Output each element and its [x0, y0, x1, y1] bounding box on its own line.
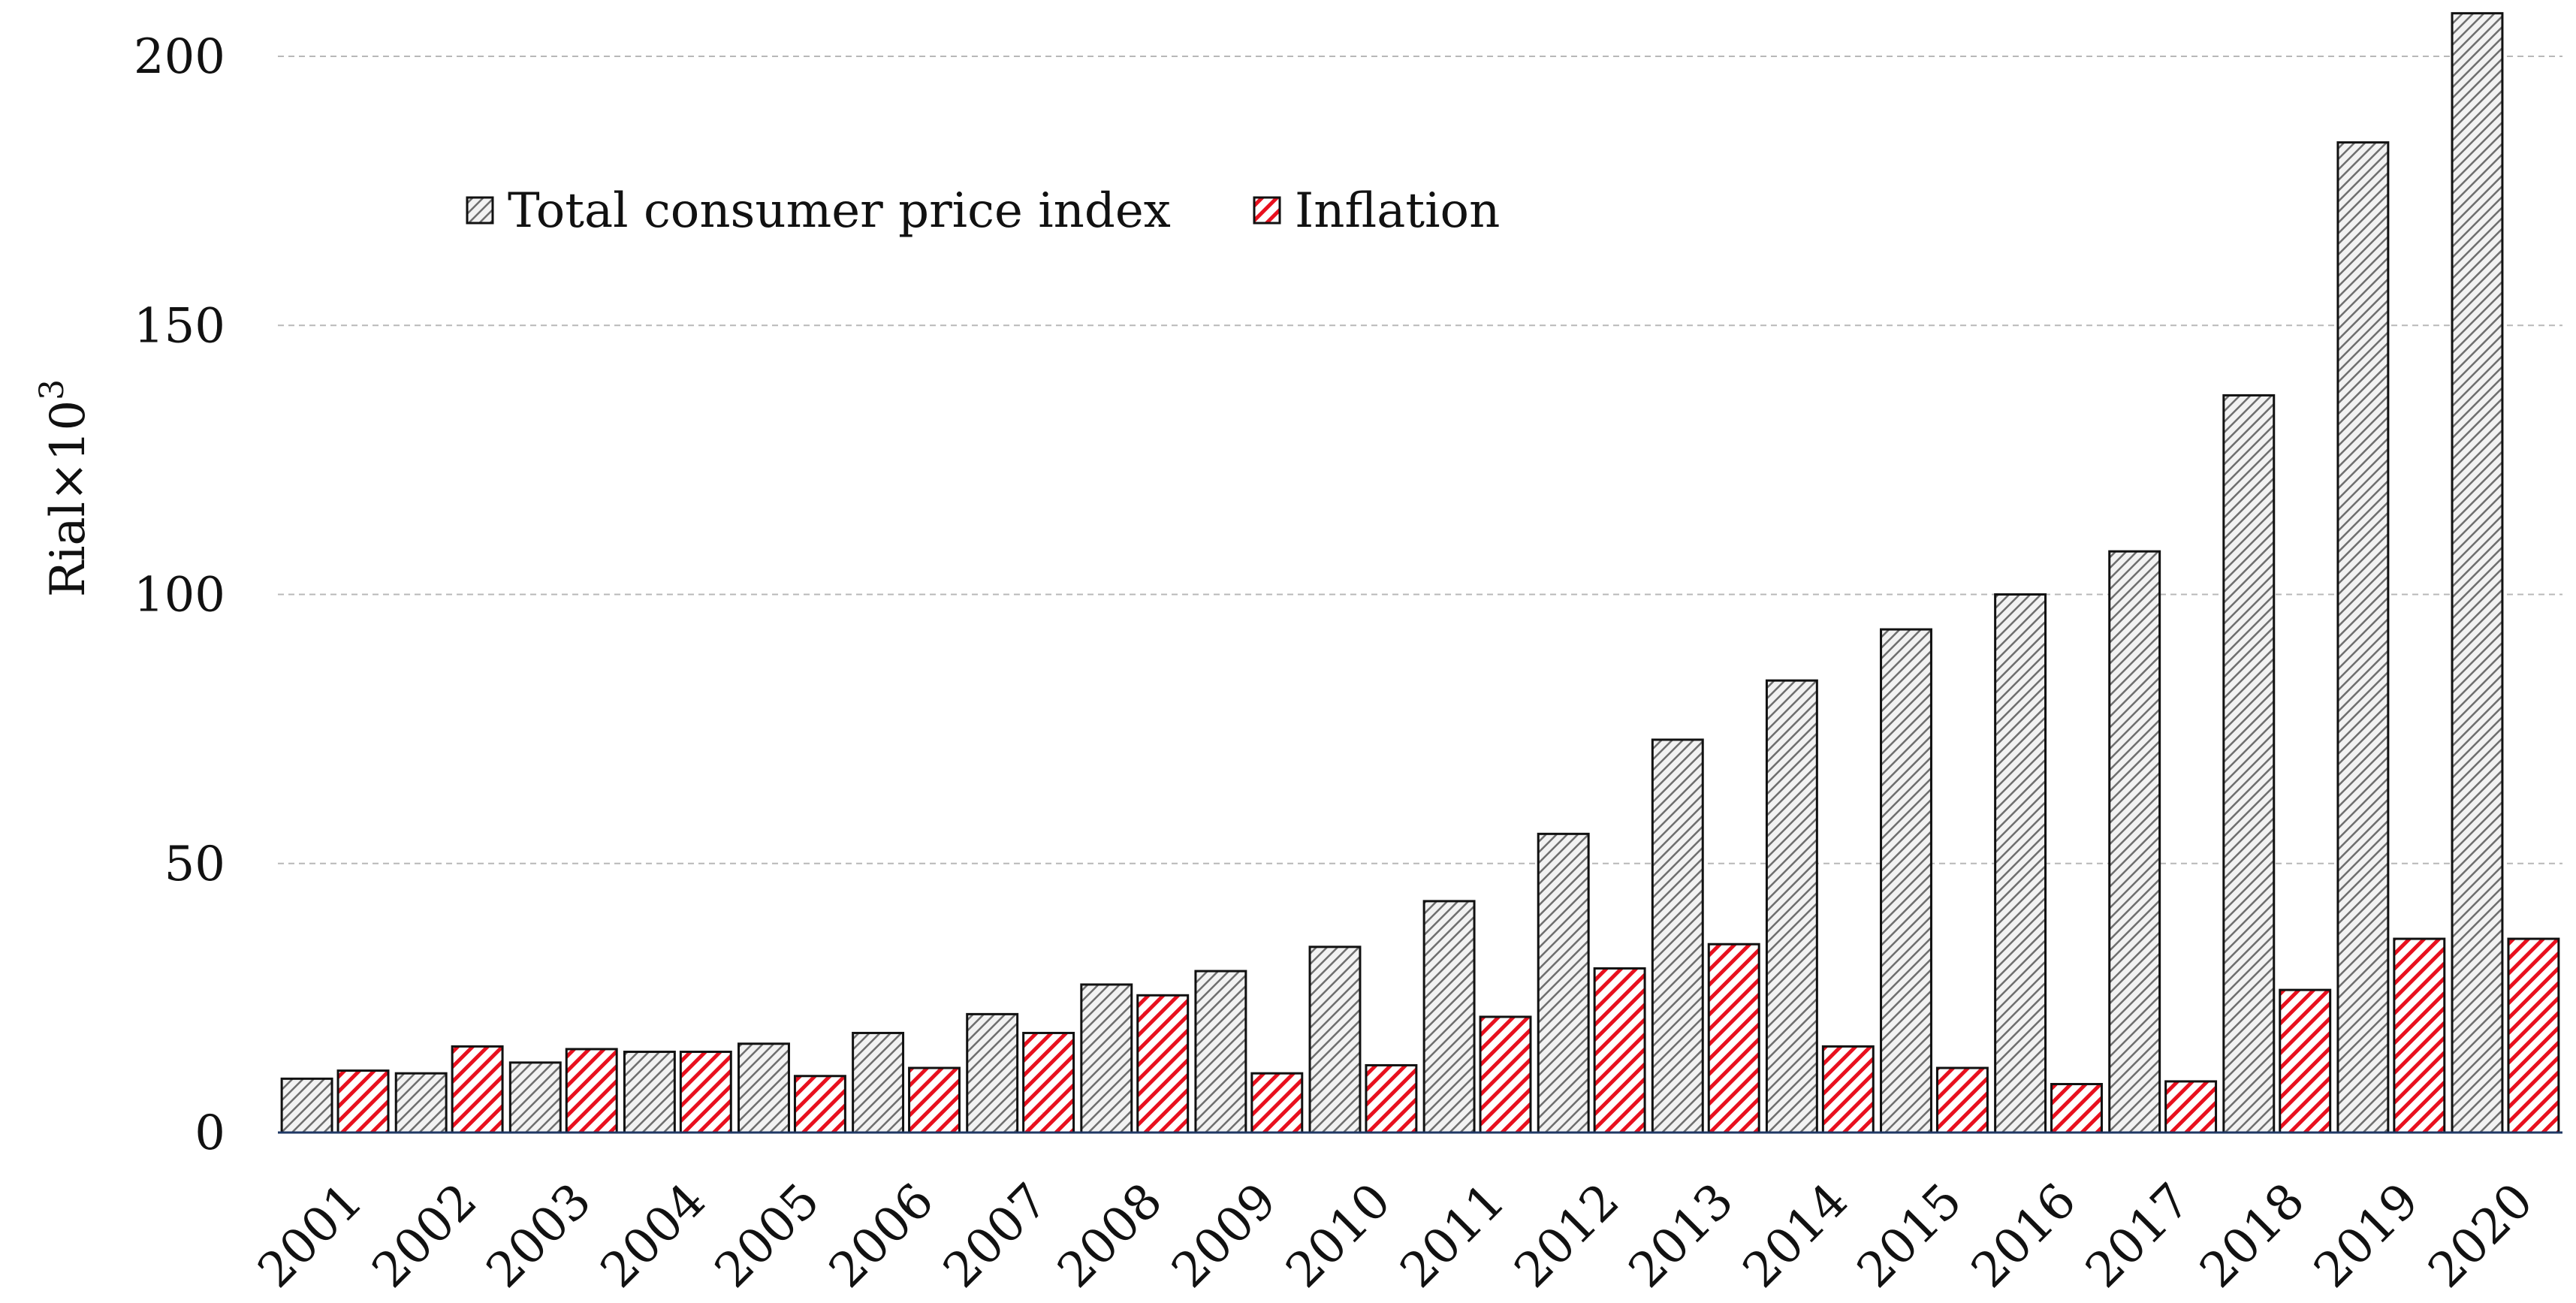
bar-inflation-2020 — [2507, 937, 2560, 1134]
bar-inflation-2018 — [2279, 988, 2332, 1134]
bar-cpi-2008 — [1080, 983, 1133, 1134]
bar-inflation-2017 — [2164, 1080, 2218, 1134]
bar-cpi-2016 — [1994, 593, 2047, 1134]
x-tick-label-2004: 2004 — [590, 1173, 716, 1298]
bar-cpi-2014 — [1765, 679, 1818, 1134]
bar-cpi-2017 — [2108, 550, 2161, 1134]
bar-inflation-2019 — [2393, 937, 2446, 1134]
bar-inflation-2014 — [1821, 1045, 1875, 1134]
bar-cpi-2020 — [2451, 12, 2504, 1134]
x-tick-label-2015: 2015 — [1847, 1173, 1972, 1298]
x-tick-label-2003: 2003 — [476, 1173, 602, 1298]
bar-inflation-2004 — [679, 1051, 732, 1134]
legend-swatch-cpi — [466, 196, 494, 225]
bar-cpi-2019 — [2336, 141, 2390, 1134]
y-axis-title-text: Rial×10 — [41, 400, 96, 597]
x-tick-label-2013: 2013 — [1618, 1173, 1744, 1298]
x-tick-label-2007: 2007 — [933, 1173, 1058, 1298]
bar-cpi-2018 — [2222, 394, 2276, 1134]
x-tick-label-2008: 2008 — [1048, 1173, 1173, 1298]
bar-inflation-2002 — [451, 1045, 504, 1134]
x-tick-label-2009: 2009 — [1162, 1173, 1287, 1298]
bar-inflation-2011 — [1479, 1015, 1532, 1134]
bar-cpi-2013 — [1651, 738, 1704, 1134]
x-tick-label-2014: 2014 — [1733, 1173, 1858, 1298]
legend: Total consumer price index Inflation — [466, 183, 1500, 239]
bar-inflation-2016 — [2050, 1083, 2103, 1134]
bar-inflation-2006 — [908, 1066, 961, 1134]
bar-cpi-2011 — [1422, 900, 1476, 1134]
x-tick-label-2017: 2017 — [2075, 1173, 2200, 1298]
y-tick-label-0: 0 — [195, 1105, 225, 1161]
bars — [280, 12, 2560, 1134]
y-axis-title-exponent: 3 — [33, 379, 71, 400]
bar-inflation-2015 — [1935, 1066, 1989, 1134]
bar-inflation-2013 — [1707, 943, 1760, 1134]
y-axis-title: Rial×103 — [33, 379, 96, 597]
y-tick-label-100: 100 — [134, 568, 225, 623]
x-tick-label-2002: 2002 — [362, 1173, 487, 1298]
bar-inflation-2012 — [1593, 967, 1646, 1134]
gridlines — [278, 56, 2562, 864]
bar-cpi-2003 — [508, 1061, 562, 1134]
bar-inflation-2007 — [1022, 1031, 1075, 1134]
bar-cpi-2005 — [738, 1042, 790, 1134]
x-tick-label-2001: 2001 — [248, 1173, 373, 1298]
x-tick-label-2012: 2012 — [1504, 1173, 1630, 1298]
legend-label-cpi: Total consumer price index — [508, 183, 1171, 239]
x-tick-label-2020: 2020 — [2418, 1173, 2544, 1298]
legend-label-inflation: Inflation — [1295, 183, 1500, 239]
bar-inflation-2003 — [565, 1048, 618, 1134]
bar-cpi-2004 — [623, 1051, 676, 1134]
bar-cpi-2001 — [280, 1077, 333, 1134]
x-tick-label-2005: 2005 — [704, 1173, 830, 1298]
bar-cpi-2009 — [1194, 970, 1247, 1134]
bar-inflation-2001 — [336, 1069, 390, 1134]
x-tick-label-2006: 2006 — [819, 1173, 944, 1298]
bar-cpi-2015 — [1880, 628, 1932, 1134]
y-tick-label-50: 50 — [164, 837, 225, 892]
x-tick-label-2011: 2011 — [1390, 1173, 1516, 1298]
bar-cpi-2012 — [1537, 832, 1590, 1134]
x-tick-label-2018: 2018 — [2190, 1173, 2315, 1298]
x-tick-label-2016: 2016 — [1961, 1173, 2086, 1298]
bar-cpi-2010 — [1308, 946, 1362, 1134]
x-tick-label-2019: 2019 — [2304, 1173, 2430, 1298]
y-tick-label-150: 150 — [134, 298, 225, 354]
bar-inflation-2009 — [1250, 1072, 1304, 1134]
bar-inflation-2008 — [1136, 994, 1190, 1134]
x-tick-label-2010: 2010 — [1276, 1173, 1401, 1298]
bar-cpi-2006 — [852, 1031, 905, 1134]
bar-inflation-2005 — [793, 1075, 846, 1134]
y-tick-label-200: 200 — [134, 29, 225, 85]
legend-swatch-inflation — [1253, 196, 1281, 225]
bar-cpi-2007 — [966, 1012, 1019, 1134]
bar-inflation-2010 — [1365, 1063, 1418, 1134]
bar-cpi-2002 — [394, 1072, 448, 1134]
